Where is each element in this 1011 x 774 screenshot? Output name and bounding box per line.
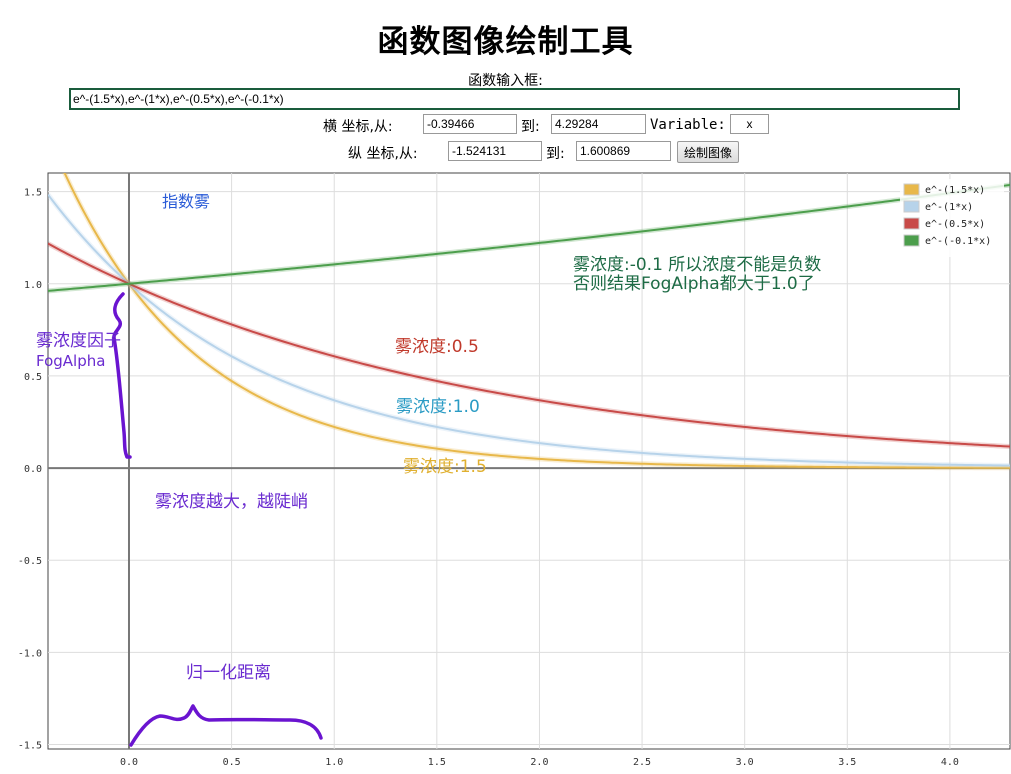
x-tick-label: 3.5	[838, 757, 856, 768]
annotation-negative-density: 雾浓度:-0.1 所以浓度不能是负数	[573, 255, 821, 275]
legend-label: e^-(0.5*x)	[925, 219, 985, 230]
curves	[48, 173, 1010, 471]
y-tick-label: 1.0	[24, 280, 42, 291]
y-tick-label: 1.5	[24, 188, 42, 199]
x-tick-label: 0.0	[120, 757, 138, 768]
x-ticks: 0.0 0.5 1.0 1.5 2.0 2.5 3.0 3.5 4.0	[120, 757, 959, 768]
x-from-input[interactable]	[423, 114, 517, 134]
series-line-3	[48, 183, 1010, 292]
legend-label: e^-(1.5*x)	[925, 185, 985, 196]
x-tick-label: 0.5	[223, 757, 241, 768]
x-tick-label: 1.5	[428, 757, 446, 768]
y-tick-label: 0.0	[24, 464, 42, 475]
y-tick-label: -0.5	[18, 556, 42, 567]
distance-bracket-stroke	[129, 704, 323, 747]
y-tick-label: 0.5	[24, 372, 42, 383]
annotation-density-1-0: 雾浓度:1.0	[396, 397, 480, 417]
y-to-label: 到:	[546, 146, 565, 162]
x-tick-label: 2.0	[530, 757, 548, 768]
annotation-fog-factor: 雾浓度因子	[36, 331, 121, 351]
x-tick-label: 4.0	[941, 757, 959, 768]
variable-label: Variable:	[650, 117, 726, 133]
page-title: 函数图像绘制工具	[377, 24, 634, 60]
fogalpha-bracket-stroke	[112, 292, 132, 459]
y-ticks: 1.5 1.0 0.5 0.0 -0.5 -1.0 -1.5	[18, 188, 42, 752]
legend-swatch	[903, 217, 920, 230]
series-line-0	[63, 173, 1010, 469]
annotation-normalized-distance: 归一化距离	[186, 663, 271, 683]
legend-swatch	[903, 183, 920, 196]
legend-swatch	[903, 234, 920, 247]
x-range-row: 横 坐标,从: 到: Variable:	[0, 114, 1011, 136]
x-range-label: 横 坐标,从:	[323, 119, 393, 135]
series-line-2	[48, 242, 1010, 448]
y-from-input[interactable]	[448, 141, 542, 161]
annotation-steeper: 雾浓度越大，越陡峭	[155, 492, 308, 512]
x-tick-label: 2.5	[633, 757, 651, 768]
function-input[interactable]	[69, 88, 960, 110]
legend-label: e^-(-0.1*x)	[925, 236, 991, 247]
x-tick-label: 3.0	[736, 757, 754, 768]
y-tick-label: -1.0	[18, 648, 42, 659]
variable-input[interactable]	[730, 114, 769, 134]
y-tick-label: -1.5	[18, 741, 42, 752]
annotations: 指数雾 雾浓度:-0.1 所以浓度不能是负数 否则结果FogAlpha都大于1.…	[36, 192, 821, 683]
function-input-label: 函数输入框:	[468, 73, 543, 89]
legend-swatch	[903, 200, 920, 213]
x-tick-label: 1.0	[325, 757, 343, 768]
annotation-exponential-fog: 指数雾	[162, 192, 210, 211]
annotation-fogalpha: FogAlpha	[36, 352, 105, 370]
annotation-density-0-5: 雾浓度:0.5	[395, 337, 479, 357]
annotation-density-1-5: 雾浓度:1.5	[403, 457, 487, 477]
y-range-label: 纵 坐标,从:	[348, 146, 418, 162]
x-to-label: 到:	[521, 119, 540, 135]
series-line-1	[48, 193, 1010, 467]
annotation-fogalpha-gt-one: 否则结果FogAlpha都大于1.0了	[573, 274, 815, 294]
x-to-input[interactable]	[551, 114, 646, 134]
plot-frame	[47, 172, 1011, 750]
function-plot: 0.0 0.5 1.0 1.5 2.0 2.5 3.0 3.5 4.0 1.51.00.50.0…	[18, 172, 1011, 768]
y-to-input[interactable]	[576, 141, 671, 161]
draw-button[interactable]: 绘制图像	[677, 141, 740, 163]
legend-label: e^-(1*x)	[925, 202, 973, 213]
legend: e^-(1.5*x) e^-(1*x) e^-(0.5*x) e^-(-0.1*x)	[900, 179, 1004, 257]
y-range-row: 纵 坐标,从: 到: 绘制图像	[0, 141, 1011, 163]
